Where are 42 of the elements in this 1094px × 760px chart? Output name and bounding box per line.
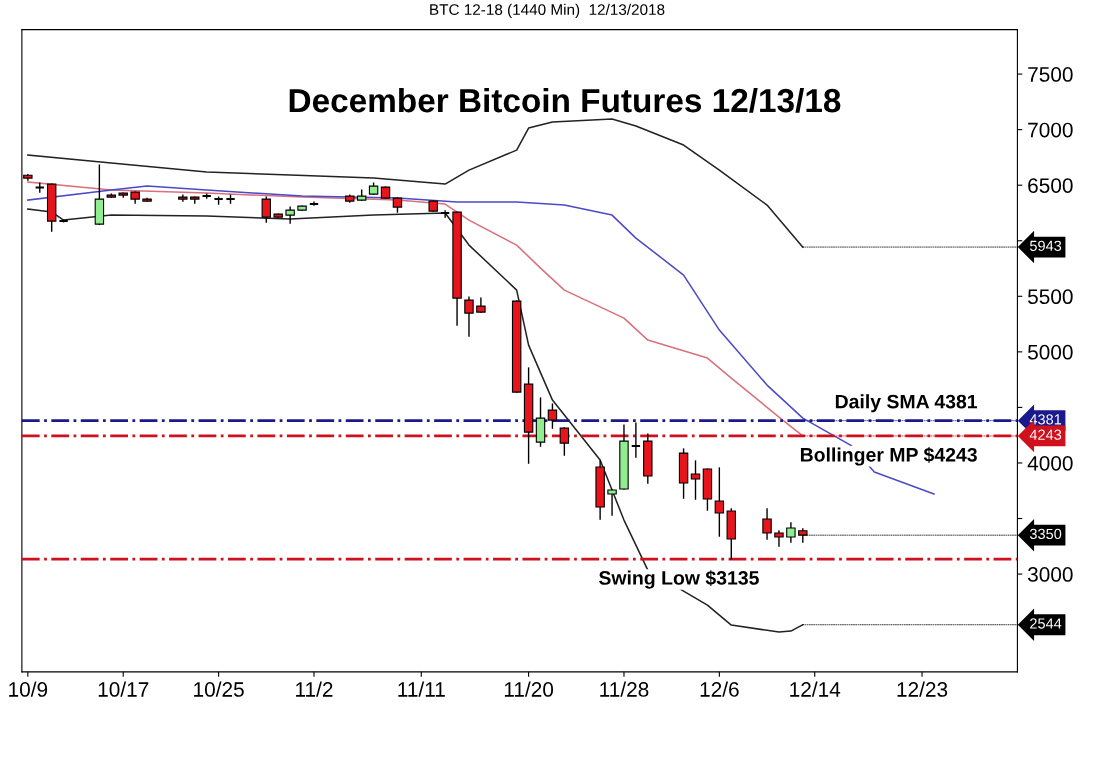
x-tick-label: 11/11	[398, 681, 445, 697]
candlestick	[261, 196, 272, 223]
line-series	[27, 118, 804, 248]
x-tick-label: 11/20	[504, 681, 554, 697]
x-tick-label: 10/25	[194, 681, 244, 697]
y-tick-label: 5500	[1027, 289, 1073, 305]
y-tick-label: 5000	[1027, 344, 1073, 360]
candlestick	[547, 403, 558, 429]
annotation: 3350	[1029, 528, 1062, 540]
candlestick	[762, 508, 772, 540]
candlestick	[690, 460, 701, 500]
x-tick-label: 11/28	[600, 681, 649, 697]
x-tick-label: 12/6	[700, 681, 739, 697]
candlestick	[178, 194, 188, 202]
annotation: 4243	[1029, 429, 1062, 440]
y-tick-label: 6500	[1028, 178, 1073, 193]
annotation: 2544	[1030, 618, 1062, 629]
candlestick	[786, 522, 796, 543]
candlestick	[559, 427, 570, 456]
chart-title: BTC 12-18 (1440 Min) 12/13/2018	[430, 3, 665, 19]
annotation: 4381	[1029, 414, 1062, 425]
x-tick-label: 12/14	[790, 681, 841, 697]
y-tick-label: 7500	[1028, 67, 1073, 82]
ref-line-label: Swing Low $3135	[599, 570, 759, 589]
x-tick-label: 11/2	[296, 681, 333, 697]
x-tick-label: 12/23	[897, 681, 948, 697]
text: December Bitcoin Futures 12/13/18	[289, 87, 841, 113]
candlestick	[285, 206, 295, 224]
annotation: 5943	[1029, 240, 1062, 251]
y-tick-label: 3000	[1027, 567, 1073, 582]
candlestick	[714, 467, 725, 537]
x-tick-label: 10/9	[9, 681, 48, 697]
y-tick-label: 7000	[1028, 122, 1073, 138]
candlestick	[607, 489, 617, 516]
line-series	[27, 181, 804, 437]
x-tick-label: 10/17	[98, 681, 149, 697]
candlestick	[774, 530, 784, 547]
ref-line-label: Bollinger MP $4243	[800, 447, 977, 466]
candlestick	[535, 397, 546, 447]
ref-line-label: Daily SMA 4381	[835, 394, 978, 413]
candlestick	[464, 296, 474, 337]
y-tick-label: 4000	[1027, 455, 1073, 471]
